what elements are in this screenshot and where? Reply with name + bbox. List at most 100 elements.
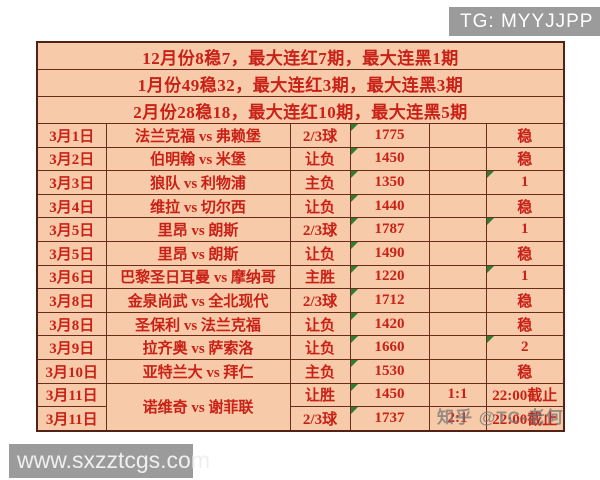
green-triangle-icon [487,266,494,273]
green-triangle-icon [351,242,358,249]
deadline-cell: 22:00截止 [485,382,565,408]
telegram-handle-text: TG: MYYJJPP [460,11,594,32]
score-cell [428,217,487,242]
bet-type-cell: 主负 [289,358,351,384]
green-triangle-icon [487,336,494,344]
status-value: 1 [521,173,529,190]
match-cell: 狼队 vs 利物浦 [105,170,291,195]
score-cell [428,193,487,219]
table-row: 3月3日 狼队 vs 利物浦 主负 1350 1 [36,170,565,195]
bet-type-cell: 让负 [289,240,351,266]
table-row: 3月5日 里昂 vs 朗斯 让负 1490 稳 [36,240,565,266]
table-row: 3月8日 圣保利 vs 法兰克福 让负 1420 稳 [36,311,565,337]
odds-cell: 1440 [349,193,430,219]
green-triangle-icon [351,289,358,297]
table-row: 3月1日 法兰克福 vs 弗赖堡 2/3球 1775 稳 [36,123,565,148]
odds-value: 1450 [374,386,405,403]
summary-row: 12月份8稳7，最大连红7期，最大连黑1期 [36,41,565,70]
monthly-summary-january: 1月份49稳32，最大连红3期，最大连黑3期 [36,69,565,97]
monthly-summary-february: 2月份28稳18，最大连红10期，最大连黑5期 [36,96,565,124]
status-value: 2 [521,339,529,356]
betting-record-table: 12月份8稳7，最大连红7期，最大连黑1期 1月份49稳32，最大连红3期，最大… [36,41,566,432]
zhihu-author-watermark: 知乎 @TC-老何 [437,408,564,427]
score-cell [428,264,487,290]
green-triangle-icon [351,266,358,273]
status-cell: 稳 [485,288,565,313]
status-cell: 2 [485,335,565,360]
score-cell [428,335,487,360]
date-cell: 3月4日 [36,193,107,219]
table-row: 3月9日 拉齐奥 vs 萨索洛 让负 1660 2 [36,335,565,360]
match-cell: 亚特兰大 vs 拜仁 [105,358,291,384]
odds-cell: 1420 [349,311,430,337]
green-triangle-icon [351,218,358,226]
deadline-cell: 22:00截止 [485,406,565,432]
score-cell [428,146,487,172]
odds-value: 1787 [374,221,405,238]
summary-row: 2月份28稳18，最大连红10期，最大连黑5期 [36,96,565,124]
bet-type-cell: 2/3球 [289,406,351,432]
odds-value: 1420 [374,315,405,332]
odds-cell: 1737 [349,406,430,432]
status-cell: 1 [485,217,565,242]
status-cell: 稳 [485,240,565,266]
odds-value: 1490 [374,244,405,261]
match-cell: 法兰克福 vs 弗赖堡 [105,123,291,148]
bet-type-cell: 2/3球 [289,288,351,313]
odds-value: 1737 [374,409,405,426]
green-triangle-icon [351,171,358,179]
green-triangle-icon [351,313,358,320]
status-cell: 稳 [485,311,565,337]
date-cell: 3月2日 [36,146,107,172]
bet-type-cell: 让胜 [289,382,351,408]
bet-type-cell: 主胜 [289,264,351,290]
bet-type-cell: 让负 [289,193,351,219]
match-cell: 维拉 vs 切尔西 [105,193,291,219]
bet-type-cell: 让负 [289,311,351,337]
bet-type-cell: 让负 [289,335,351,360]
green-triangle-icon [351,148,358,155]
table-row: 3月5日 里昂 vs 朗斯 2/3球 1787 1 [36,217,565,242]
table-row: 3月11日 2/3球 1737 2:1 22:00截止 [36,406,565,432]
odds-value: 1712 [374,291,405,308]
green-triangle-icon [351,384,358,391]
table-row: 3月8日 金泉尚武 vs 全北现代 2/3球 1712 稳 [36,288,565,313]
score-cell: 1:1 [428,382,487,408]
status-cell: 1 [485,264,565,290]
odds-cell: 1220 [349,264,430,290]
table-row: 3月4日 维拉 vs 切尔西 让负 1440 稳 [36,193,565,219]
odds-cell: 1530 [349,358,430,384]
green-triangle-icon [351,360,358,367]
odds-cell: 1712 [349,288,430,313]
green-triangle-icon [351,195,358,202]
match-cell: 巴黎圣日耳曼 vs 摩纳哥 [105,264,291,290]
telegram-watermark-badge: TG: MYYJJPP [449,7,600,36]
match-cell: 金泉尚武 vs 全北现代 [105,288,291,313]
green-triangle-icon [351,336,358,344]
status-cell: 稳 [485,358,565,384]
date-cell: 3月3日 [36,170,107,195]
odds-value: 1530 [374,362,405,379]
odds-cell: 1450 [349,146,430,172]
status-value: 1 [521,268,529,285]
table-row: 3月2日 伯明翰 vs 米堡 让负 1450 稳 [36,146,565,172]
odds-cell: 1787 [349,217,430,242]
date-cell: 3月8日 [36,288,107,313]
match-cell-merged: 诺维奇 vs 谢菲联 [105,382,291,432]
green-triangle-icon [351,124,358,131]
green-triangle-icon [487,171,494,179]
date-cell: 3月10日 [36,358,107,384]
website-url-text: www.sxzztcgs.com [17,447,210,473]
status-value: 1 [521,221,529,238]
odds-cell: 1775 [349,123,430,148]
website-watermark-badge: www.sxzztcgs.com [9,444,210,478]
date-cell: 3月5日 [36,240,107,266]
status-cell: 1 [485,170,565,195]
match-cell: 圣保利 vs 法兰克福 [105,311,291,337]
table-row: 3月11日 诺维奇 vs 谢菲联 让胜 1450 1:1 22:00截止 [36,382,565,432]
bet-type-cell: 2/3球 [289,217,351,242]
date-cell: 3月5日 [36,217,107,242]
odds-cell: 1490 [349,240,430,266]
bet-type-cell: 让负 [289,146,351,172]
